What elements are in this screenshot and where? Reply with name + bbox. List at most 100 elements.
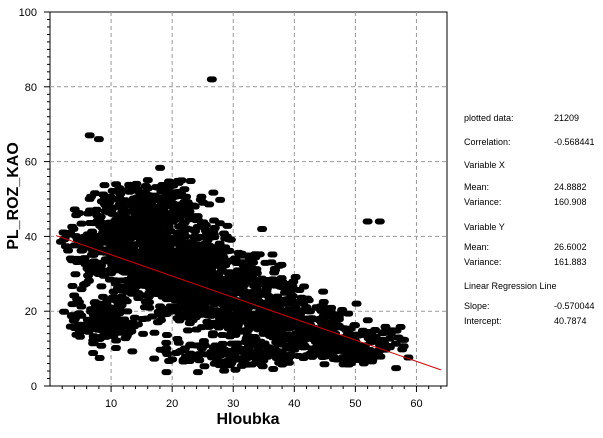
data-point	[125, 233, 136, 240]
intercept-label: Intercept:	[464, 316, 502, 326]
data-point	[58, 229, 69, 236]
data-point	[191, 308, 202, 315]
data-point	[110, 345, 121, 352]
data-point	[285, 290, 296, 297]
y-tick-label: 20	[25, 306, 37, 318]
data-point	[98, 231, 109, 238]
data-point	[343, 358, 354, 365]
data-point	[232, 340, 243, 347]
data-point	[97, 267, 108, 274]
data-point	[172, 248, 183, 255]
data-point	[185, 177, 196, 184]
data-point	[94, 354, 105, 361]
data-point	[96, 198, 107, 205]
data-point	[124, 278, 135, 285]
data-point	[76, 247, 87, 254]
data-point	[137, 237, 148, 244]
data-point	[131, 241, 142, 248]
data-point	[149, 355, 160, 362]
data-point	[116, 302, 127, 309]
data-point	[203, 282, 214, 289]
data-point	[352, 349, 363, 356]
data-point	[172, 289, 183, 296]
data-point	[293, 352, 304, 359]
data-point	[167, 238, 178, 245]
data-point	[116, 293, 127, 300]
data-point	[67, 312, 78, 319]
data-point	[139, 264, 150, 271]
data-point	[224, 347, 235, 354]
data-point	[134, 219, 145, 226]
data-point	[182, 327, 193, 334]
data-point	[268, 365, 279, 372]
data-point	[96, 326, 107, 333]
data-point	[284, 317, 295, 324]
data-point	[204, 201, 215, 208]
data-point	[298, 344, 309, 351]
data-point	[209, 352, 220, 359]
data-point	[236, 362, 247, 369]
data-point	[284, 309, 295, 316]
data-point	[156, 312, 167, 319]
data-point	[115, 187, 126, 194]
data-point	[219, 285, 230, 292]
data-point	[127, 225, 138, 232]
data-point	[67, 282, 78, 289]
data-point	[215, 196, 226, 203]
data-point	[99, 182, 110, 189]
data-point	[108, 266, 119, 273]
data-point	[114, 329, 125, 336]
data-point	[101, 301, 112, 308]
data-point	[215, 249, 226, 256]
data-point	[84, 132, 95, 139]
data-point	[142, 185, 153, 192]
data-point	[191, 272, 202, 279]
data-point	[82, 259, 93, 266]
data-point	[146, 236, 157, 243]
data-point	[144, 249, 155, 256]
data-point	[159, 252, 170, 259]
data-point	[358, 360, 369, 367]
data-point	[185, 295, 196, 302]
data-point	[343, 310, 354, 317]
data-point	[184, 256, 195, 263]
data-point	[191, 342, 202, 349]
data-point	[79, 255, 90, 262]
data-point	[329, 354, 340, 361]
data-point	[92, 217, 103, 224]
data-point	[215, 263, 226, 270]
data-point	[160, 282, 171, 289]
data-point	[181, 225, 192, 232]
plotted-data-label: plotted data:	[464, 113, 514, 123]
data-point	[167, 356, 178, 363]
data-point	[141, 315, 152, 322]
data-point	[149, 193, 160, 200]
data-point	[290, 299, 301, 306]
data-point	[260, 259, 271, 266]
data-point	[180, 242, 191, 249]
x-mean-label: Mean:	[464, 182, 490, 192]
y-tick-label: 100	[19, 7, 37, 19]
data-point	[115, 256, 126, 263]
data-point	[276, 261, 287, 268]
data-point	[355, 343, 366, 350]
y-tick-label: 60	[25, 157, 37, 169]
data-point	[126, 328, 137, 335]
data-point	[74, 210, 85, 217]
correlation-label: Correlation:	[464, 137, 511, 147]
data-point	[370, 327, 381, 334]
data-point	[151, 184, 162, 191]
data-point	[218, 362, 229, 369]
data-point	[318, 288, 329, 295]
data-point	[174, 268, 185, 275]
data-point	[265, 298, 276, 305]
data-point	[132, 185, 143, 192]
data-point	[210, 273, 221, 280]
data-point	[199, 258, 210, 265]
data-point	[344, 350, 355, 357]
data-point	[111, 337, 122, 344]
data-point	[310, 349, 321, 356]
data-point	[176, 191, 187, 198]
data-point	[368, 335, 379, 342]
data-point	[351, 300, 362, 307]
